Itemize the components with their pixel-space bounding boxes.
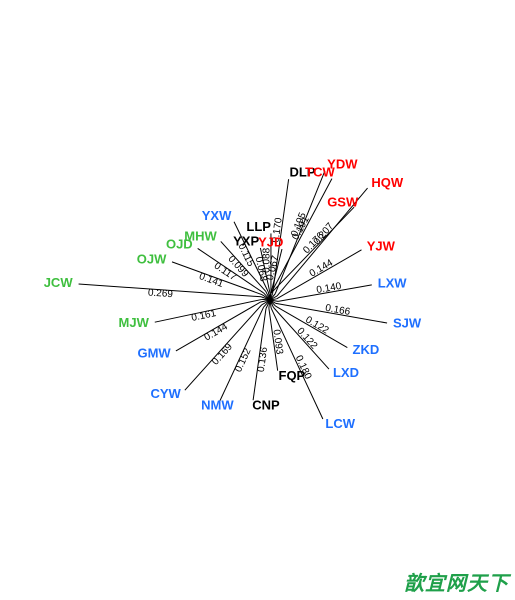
- tip-label-TCW: TCW: [305, 165, 335, 180]
- edge-length-label: 0.152: [233, 346, 254, 374]
- tip-label-ZKD: ZKD: [353, 342, 380, 357]
- edge-length-label: 0.169: [210, 341, 235, 367]
- tip-label-HQW: HQW: [371, 175, 404, 190]
- tip-label-GMW: GMW: [137, 345, 171, 360]
- tip-label-YXW: YXW: [202, 208, 232, 223]
- tip-label-LLP: LLP: [246, 219, 271, 234]
- tip-label-CNP: CNP: [252, 398, 280, 413]
- tip-label-LCW: LCW: [325, 416, 355, 431]
- edge-length-label: 0.166: [324, 303, 351, 318]
- tip-label-YXP: YXP: [233, 234, 259, 249]
- edge-length-label: 0.136: [256, 346, 270, 373]
- edge-length-label: 0.140: [316, 281, 343, 296]
- phylogenetic-tree: 0.170DLP0.195YDW0.207HQW0.144YJW0.140LXW…: [0, 0, 515, 600]
- tip-label-JCW: JCW: [44, 275, 74, 290]
- edge-length-label: 0.161: [190, 308, 217, 324]
- edge-length-label: 0.144: [203, 321, 231, 343]
- edge-length-label: 0.093: [270, 329, 284, 356]
- tip-label-NMW: NMW: [201, 398, 234, 413]
- watermark-text: 歆宜网天下: [404, 567, 509, 596]
- tip-label-FQP: FQP: [279, 368, 306, 383]
- tip-label-OJW: OJW: [137, 251, 167, 266]
- tip-label-LXW: LXW: [378, 275, 408, 290]
- tip-label-LXD: LXD: [333, 365, 359, 380]
- tip-label-YJW: YJW: [367, 238, 396, 253]
- tip-label-SJW: SJW: [393, 315, 422, 330]
- tip-label-MHW: MHW: [184, 228, 217, 243]
- edge-length-label: 0.269: [148, 287, 174, 300]
- tip-label-YJD: YJD: [258, 235, 283, 250]
- edge-length-label: 0.144: [308, 257, 336, 279]
- tip-label-MJW: MJW: [119, 315, 150, 330]
- tip-label-CYW: CYW: [151, 386, 182, 401]
- tip-label-GSW: GSW: [327, 194, 359, 209]
